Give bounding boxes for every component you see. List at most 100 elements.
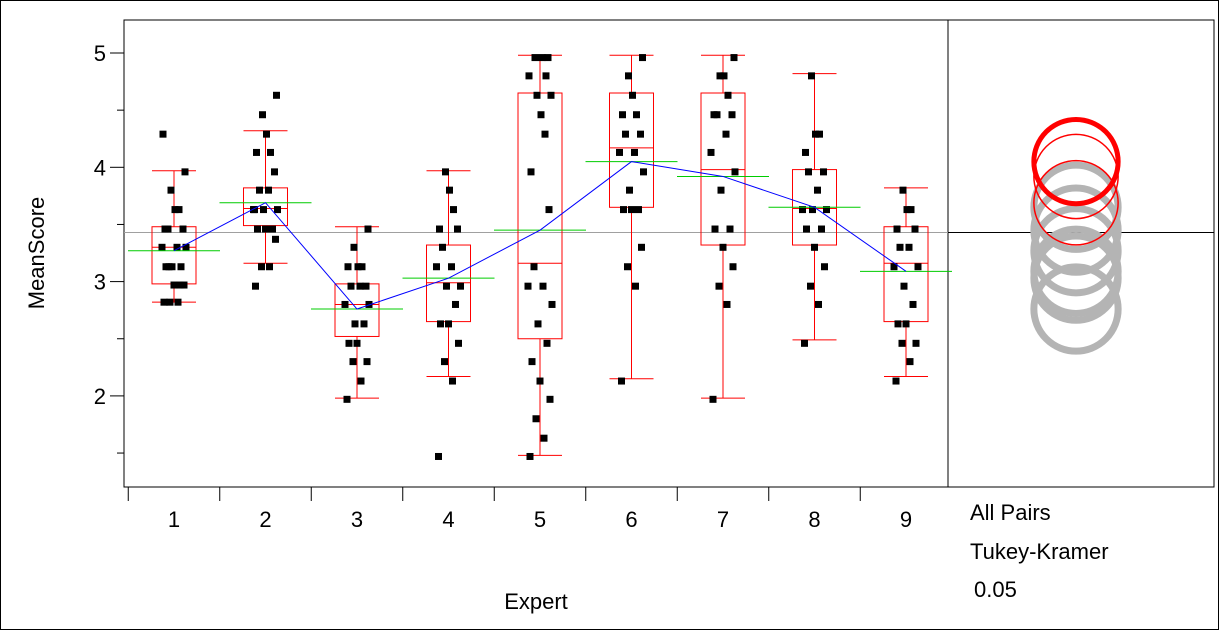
data-point xyxy=(524,282,532,290)
data-point xyxy=(902,320,910,328)
box-plot-9 xyxy=(883,187,929,377)
data-point xyxy=(909,300,917,308)
data-point xyxy=(159,130,167,138)
data-point xyxy=(344,263,352,271)
y-tick-label: 4 xyxy=(94,155,106,180)
data-point xyxy=(802,148,809,156)
data-point xyxy=(180,281,188,289)
comparison-circle xyxy=(1030,232,1122,324)
data-point xyxy=(626,186,633,194)
comparison-label-all-pairs: All Pairs xyxy=(970,500,1051,525)
data-point xyxy=(545,206,553,214)
data-point xyxy=(890,263,898,271)
data-point xyxy=(179,225,187,233)
data-point xyxy=(269,225,276,233)
data-point xyxy=(731,168,739,176)
data-point xyxy=(349,358,357,366)
data-point xyxy=(803,225,810,233)
data-point xyxy=(707,148,715,156)
data-point xyxy=(633,111,640,119)
data-point xyxy=(256,186,263,194)
data-point xyxy=(533,91,541,99)
data-point xyxy=(452,300,459,308)
data-point xyxy=(807,282,814,290)
data-point xyxy=(628,206,635,214)
data-point xyxy=(526,452,534,460)
data-point xyxy=(271,168,278,176)
data-point xyxy=(616,148,623,156)
data-point xyxy=(449,377,456,385)
box-plot-2 xyxy=(243,130,288,264)
data-point xyxy=(618,377,625,385)
y-axis: 2 3 4 5 xyxy=(94,41,124,454)
data-point xyxy=(814,186,821,194)
data-point xyxy=(527,168,535,176)
data-point xyxy=(811,243,818,251)
data-point xyxy=(174,298,182,306)
data-point xyxy=(177,263,185,271)
data-point xyxy=(353,339,361,347)
data-point xyxy=(900,282,908,290)
data-point xyxy=(351,320,359,328)
x-tick-label: 7 xyxy=(717,507,729,532)
data-point xyxy=(722,130,730,138)
data-point xyxy=(547,91,555,99)
data-point xyxy=(358,263,366,271)
data-point xyxy=(170,281,178,289)
data-point xyxy=(898,339,906,347)
data-point xyxy=(347,282,355,290)
data-point xyxy=(274,206,281,214)
data-point xyxy=(532,415,540,423)
data-point xyxy=(805,168,812,176)
y-tick-label: 3 xyxy=(94,270,106,295)
mean-layer xyxy=(128,161,952,310)
comparison-circle-layer xyxy=(1030,116,1122,355)
data-point xyxy=(363,358,371,366)
data-point xyxy=(253,148,260,156)
data-point xyxy=(345,339,353,347)
data-point xyxy=(182,243,190,251)
data-point xyxy=(896,243,904,251)
data-point xyxy=(251,206,258,214)
data-point xyxy=(799,206,806,214)
data-point xyxy=(435,452,442,460)
data-point xyxy=(258,263,265,271)
data-point xyxy=(265,186,272,194)
data-point xyxy=(632,282,639,290)
data-point xyxy=(273,91,280,99)
data-point xyxy=(894,320,902,328)
data-point xyxy=(450,206,457,214)
data-point xyxy=(543,339,551,347)
y-axis-title: MeanScore xyxy=(24,197,49,310)
data-point xyxy=(254,225,261,233)
data-point xyxy=(730,54,738,62)
data-point xyxy=(911,225,919,233)
data-point xyxy=(539,282,547,290)
data-point xyxy=(267,148,274,156)
data-point xyxy=(443,282,450,290)
data-point xyxy=(263,130,270,138)
data-point xyxy=(439,243,446,251)
box-body xyxy=(883,226,929,323)
data-point xyxy=(455,339,462,347)
data-point xyxy=(809,206,816,214)
data-point xyxy=(546,395,554,403)
data-point xyxy=(541,130,549,138)
data-point xyxy=(899,186,907,194)
data-point xyxy=(173,243,181,251)
data-point xyxy=(631,148,638,156)
data-point xyxy=(720,72,728,80)
data-point xyxy=(624,263,631,271)
data-point xyxy=(542,72,550,80)
data-point xyxy=(640,168,647,176)
data-point xyxy=(907,206,915,214)
x-axis: 1 2 3 4 5 6 7 8 9 xyxy=(127,487,912,532)
data-point xyxy=(906,358,914,366)
data-point xyxy=(259,111,266,119)
box-plot-6 xyxy=(609,54,654,380)
data-point xyxy=(357,377,365,385)
comparison-circle xyxy=(1030,184,1122,276)
data-point xyxy=(166,298,174,306)
data-point xyxy=(629,91,636,99)
